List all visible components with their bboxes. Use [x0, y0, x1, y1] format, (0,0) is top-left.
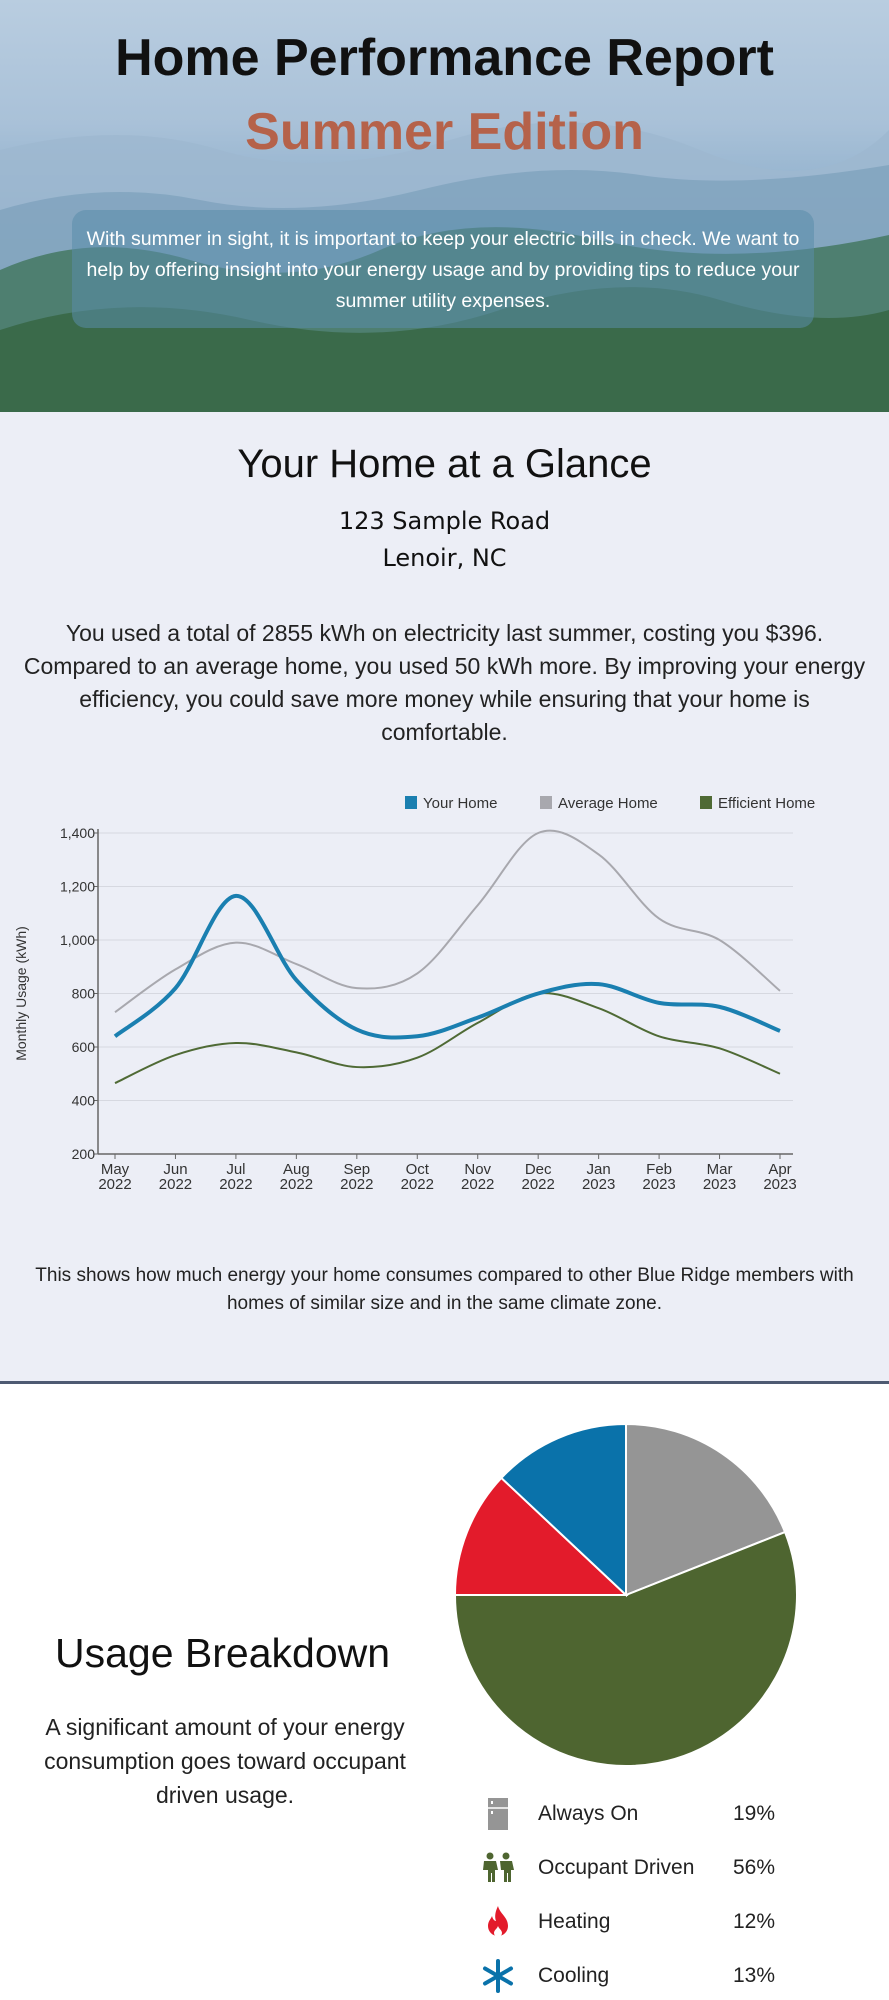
legend-swatch	[405, 796, 417, 809]
x-tick-label: Jan	[587, 1161, 611, 1178]
x-tick-label: Jul	[226, 1161, 245, 1178]
x-tick-label-year: 2023	[763, 1176, 796, 1193]
x-tick-label: Sep	[343, 1161, 370, 1178]
usage-summary: You used a total of 2855 kWh on electric…	[23, 620, 866, 745]
series-line-your-home	[113, 893, 781, 1040]
x-tick-label: Mar	[707, 1161, 733, 1178]
section-title: Your Home at a Glance	[237, 442, 652, 486]
legend-swatch	[700, 796, 712, 809]
legend-occupant-driven: Occupant Driven 56%	[480, 1846, 810, 1886]
legend-label: Average Home	[558, 795, 658, 812]
x-tick-label: Apr	[768, 1161, 791, 1178]
y-tick-label: 1,200	[60, 879, 95, 895]
breakdown-title: Usage Breakdown	[55, 1630, 391, 1676]
flame-icon	[488, 1906, 508, 1937]
x-tick-label: May	[101, 1161, 130, 1178]
y-tick-label: 600	[72, 1039, 96, 1055]
x-tick-label: Feb	[646, 1161, 672, 1178]
legend-label: Efficient Home	[718, 795, 815, 812]
legend-label: Heating	[538, 1910, 611, 1933]
y-tick-label: 800	[72, 986, 96, 1002]
chart-caption: This shows how much energy your home con…	[35, 1265, 854, 1314]
intro-text: With summer in sight, it is important to…	[72, 210, 814, 328]
x-tick-label-year: 2023	[703, 1176, 736, 1193]
legend-label: Cooling	[538, 1964, 610, 1987]
x-tick-label: Dec	[525, 1161, 552, 1178]
pie-slice-occupant-driven	[453, 1530, 798, 1767]
x-tick-label: Oct	[406, 1161, 430, 1178]
y-tick-label: 200	[72, 1146, 96, 1162]
legend-heating: Heating 12%	[480, 1900, 810, 1940]
y-tick-label: 1,400	[60, 825, 95, 841]
monthly-usage-line-chart: 200 400 600 800 1,000 1,200 1,400 Monthly Usage…	[13, 795, 815, 1193]
x-tick-label-year: 2022	[98, 1176, 131, 1193]
report-title: Home Performance Report	[115, 29, 774, 87]
snowflake-icon	[483, 1959, 513, 1993]
address-line-1: 123 Sample Road	[338, 507, 551, 535]
x-tick-label-year: 2023	[642, 1176, 675, 1193]
x-tick-label: Jun	[163, 1161, 187, 1178]
usage-pie-chart	[453, 1422, 798, 1767]
y-axis-label: Monthly Usage (kWh)	[13, 926, 29, 1061]
x-tick-label-year: 2022	[280, 1176, 313, 1193]
x-tick-label-year: 2022	[340, 1176, 373, 1193]
legend-always-on: Always On 19%	[480, 1792, 810, 1832]
x-tick-label-year: 2023	[582, 1176, 615, 1193]
x-tick-label-year: 2022	[401, 1176, 434, 1193]
legend-percent: 56%	[733, 1856, 776, 1879]
pie-slice-heating	[453, 1476, 629, 1596]
legend-cooling: Cooling 13%	[480, 1954, 810, 1994]
legend-percent: 19%	[733, 1802, 776, 1825]
x-tick-label-year: 2022	[521, 1176, 554, 1193]
legend-label: Occupant Driven	[538, 1856, 695, 1879]
legend-label: Always On	[538, 1802, 639, 1825]
report-edition: Summer Edition	[245, 103, 644, 161]
header-banner: Home Performance Report Summer Edition W…	[0, 0, 889, 412]
address-line-2: Lenoir, NC	[382, 544, 507, 572]
refrigerator-icon	[488, 1798, 508, 1830]
x-tick-label: Aug	[283, 1161, 310, 1178]
y-tick-label: 1,000	[60, 932, 95, 948]
legend-percent: 12%	[733, 1910, 776, 1933]
series-line-average-home	[114, 829, 781, 1014]
x-tick-label: Nov	[464, 1161, 491, 1178]
legend-label: Your Home	[423, 795, 498, 812]
x-tick-label-year: 2022	[219, 1176, 252, 1193]
y-tick-label: 400	[72, 1093, 96, 1109]
home-at-a-glance-section: Your Home at a Glance 123 Sample Road Le…	[0, 412, 889, 1384]
people-icon	[483, 1852, 514, 1882]
legend-swatch	[540, 796, 552, 809]
x-tick-label-year: 2022	[159, 1176, 192, 1193]
pie-slice-always-on	[625, 1422, 787, 1597]
breakdown-text: A significant amount of your energy cons…	[44, 1714, 406, 1808]
pie-slice-cooling	[499, 1422, 627, 1598]
series-line-efficient-home	[114, 992, 781, 1085]
legend-percent: 13%	[733, 1964, 776, 1987]
x-tick-label-year: 2022	[461, 1176, 494, 1193]
